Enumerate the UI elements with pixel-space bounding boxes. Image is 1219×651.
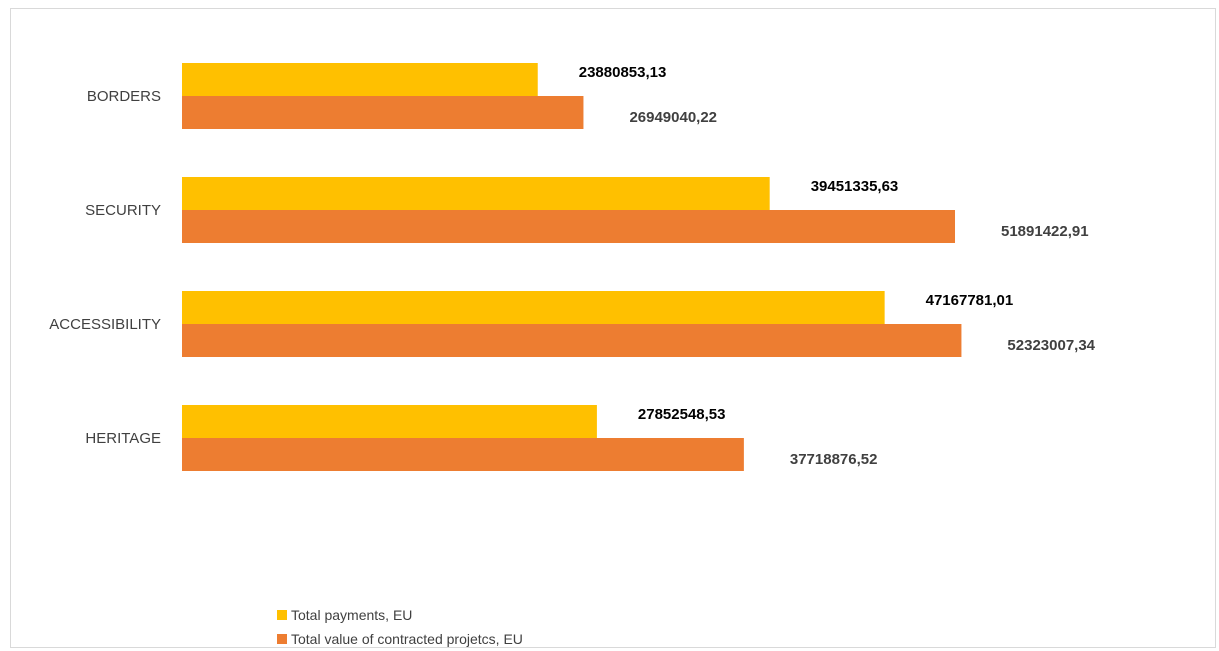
data-label-contracted: 37718876,52: [790, 451, 878, 468]
category-label: SECURITY: [85, 202, 161, 219]
bar-chart: BORDERS 23880853,13 26949040,22 SECURITY 394…: [49, 63, 1096, 471]
bar-contracted: [182, 324, 962, 357]
legend-swatch-contracted: [277, 634, 287, 644]
bar-payments: [182, 177, 770, 210]
category-label: HERITAGE: [85, 430, 161, 447]
data-label-contracted: 52323007,34: [1007, 337, 1095, 354]
legend: Total payments, EU Total value of contra…: [277, 603, 523, 651]
category-label: BORDERS: [87, 88, 161, 105]
bar-payments: [182, 63, 538, 96]
legend-item-contracted: Total value of contracted projetcs, EU: [277, 627, 523, 651]
bar-payments: [182, 405, 597, 438]
data-label-payments: 27852548,53: [638, 406, 726, 423]
data-label-contracted: 51891422,91: [1001, 223, 1089, 240]
legend-swatch-payments: [277, 610, 287, 620]
bar-contracted: [182, 210, 956, 243]
data-label-payments: 47167781,01: [926, 292, 1014, 309]
legend-label-payments: Total payments, EU: [291, 607, 413, 623]
bar-contracted: [182, 96, 584, 129]
data-label-payments: 23880853,13: [579, 64, 667, 81]
bar-contracted: [182, 438, 744, 471]
category-label: ACCESSIBILITY: [49, 316, 161, 333]
bar-payments: [182, 291, 885, 324]
data-label-contracted: 26949040,22: [629, 109, 717, 126]
legend-item-payments: Total payments, EU: [277, 603, 523, 627]
data-label-payments: 39451335,63: [811, 178, 899, 195]
chart-frame: BORDERS 23880853,13 26949040,22 SECURITY 394…: [10, 8, 1216, 648]
legend-label-contracted: Total value of contracted projetcs, EU: [291, 631, 523, 647]
